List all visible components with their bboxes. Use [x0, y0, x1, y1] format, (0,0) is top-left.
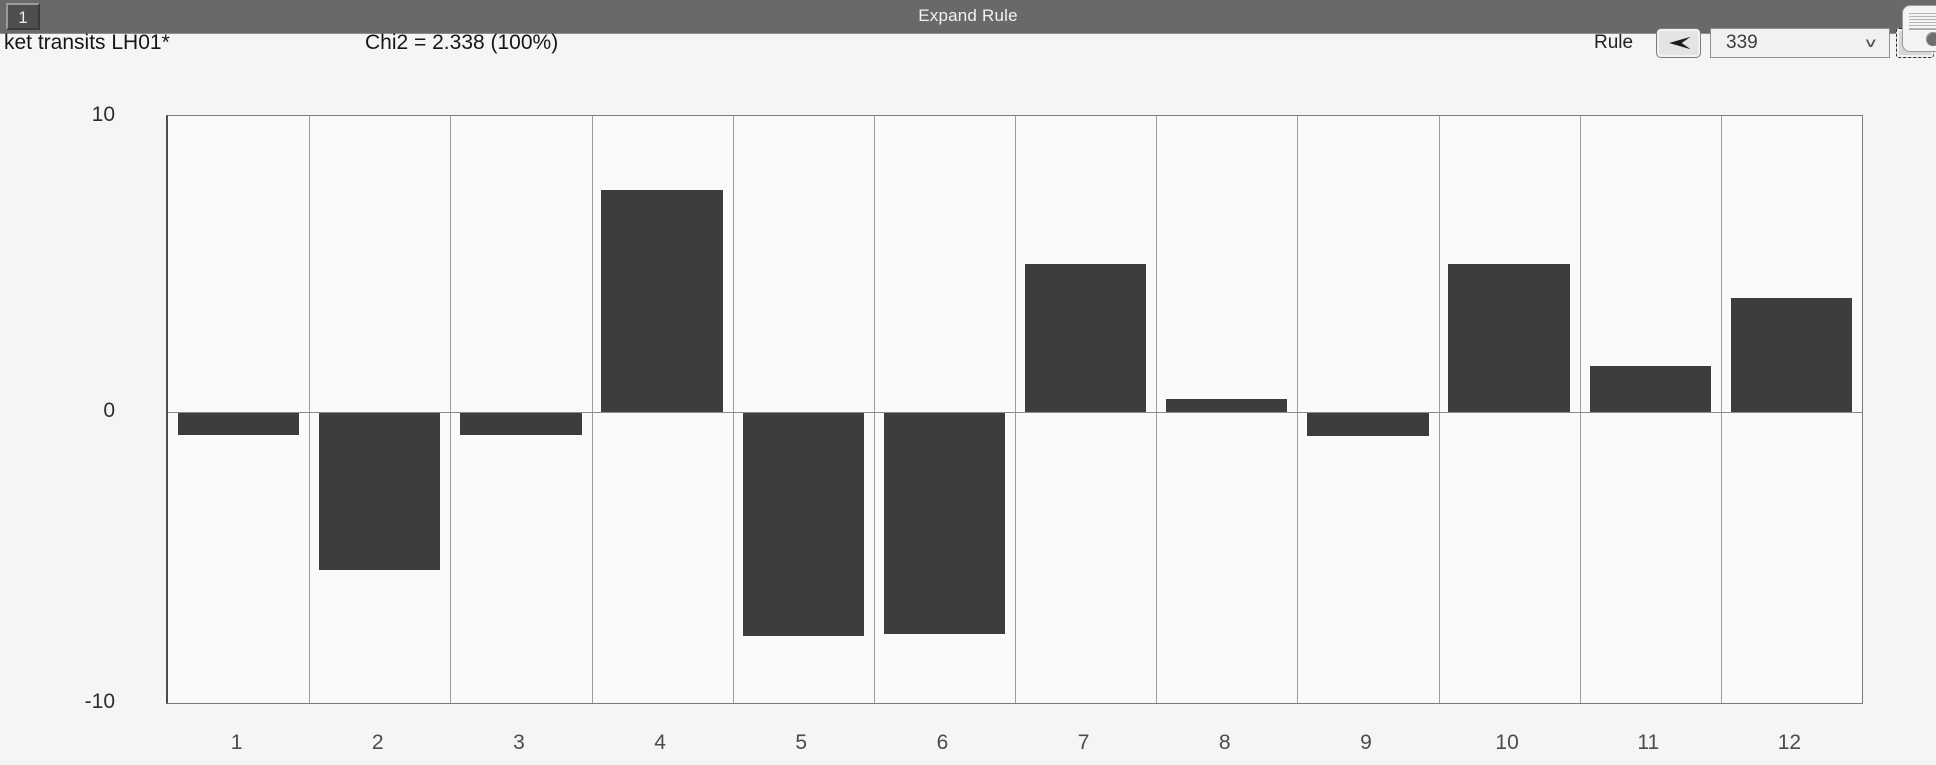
bar-6 — [883, 413, 1006, 635]
dart-left-icon — [1664, 34, 1694, 52]
x-tick-label: 5 — [795, 731, 808, 754]
x-tick-label: 3 — [513, 731, 525, 754]
chi2-value-label: Chi2 = 2.338 (100%) — [365, 31, 559, 54]
x-tick-label: 4 — [654, 731, 666, 754]
bar-4 — [601, 190, 723, 412]
plot-area — [166, 115, 1863, 704]
bar-12 — [1730, 298, 1853, 412]
x-tick-label: 6 — [936, 731, 949, 754]
x-tick-label: 8 — [1218, 731, 1231, 754]
x-tick-label: 2 — [371, 731, 384, 754]
title-bar: 1 Expand Rule — [0, 0, 1936, 34]
bar-3 — [460, 413, 582, 435]
column-gridline — [732, 116, 734, 703]
y-tick-label: 10 — [91, 103, 115, 126]
window-index-button[interactable]: 1 — [6, 3, 40, 30]
x-tick-label: 12 — [1777, 731, 1802, 754]
rule-number-dropdown[interactable]: 339 ∨ — [1710, 28, 1890, 58]
rule-label: Rule — [1594, 32, 1634, 53]
x-tick-label: 11 — [1637, 731, 1660, 754]
column-gridline — [1297, 116, 1299, 703]
dataset-label: ket transits LH01* — [4, 31, 170, 54]
chevron-down-icon: ∨ — [1863, 35, 1879, 50]
column-gridline — [1438, 116, 1440, 703]
bar-1 — [177, 413, 300, 435]
column-gridline — [450, 116, 452, 703]
bar-7 — [1024, 264, 1147, 412]
x-tick-label: 10 — [1495, 731, 1519, 754]
column-gridline — [1720, 116, 1722, 703]
bar-10 — [1448, 264, 1570, 412]
rule-number-value: 339 — [1726, 32, 1758, 53]
x-tick-label: 1 — [230, 731, 243, 754]
column-gridline — [1015, 116, 1016, 703]
bar-11 — [1589, 366, 1711, 412]
x-tick-label: 9 — [1360, 731, 1372, 754]
bar-5 — [742, 413, 864, 636]
column-gridline — [1156, 116, 1158, 703]
column-gridline — [591, 116, 593, 703]
widget-grid-icon — [1909, 11, 1936, 30]
zero-axis-line — [168, 412, 1862, 413]
clipped-corner-widget-icon[interactable] — [1902, 5, 1936, 52]
bar-2 — [319, 413, 441, 571]
window-title: Expand Rule — [918, 6, 1018, 25]
previous-rule-button[interactable] — [1656, 28, 1701, 58]
y-tick-label: -10 — [84, 690, 115, 713]
column-gridline — [309, 116, 311, 703]
bar-9 — [1307, 413, 1429, 437]
y-tick-label: 0 — [103, 399, 115, 422]
column-gridline — [873, 116, 875, 703]
bar-8 — [1166, 398, 1288, 412]
column-gridline — [1579, 116, 1581, 703]
widget-knob-icon — [1926, 32, 1936, 46]
x-tick-label: 7 — [1077, 731, 1090, 754]
